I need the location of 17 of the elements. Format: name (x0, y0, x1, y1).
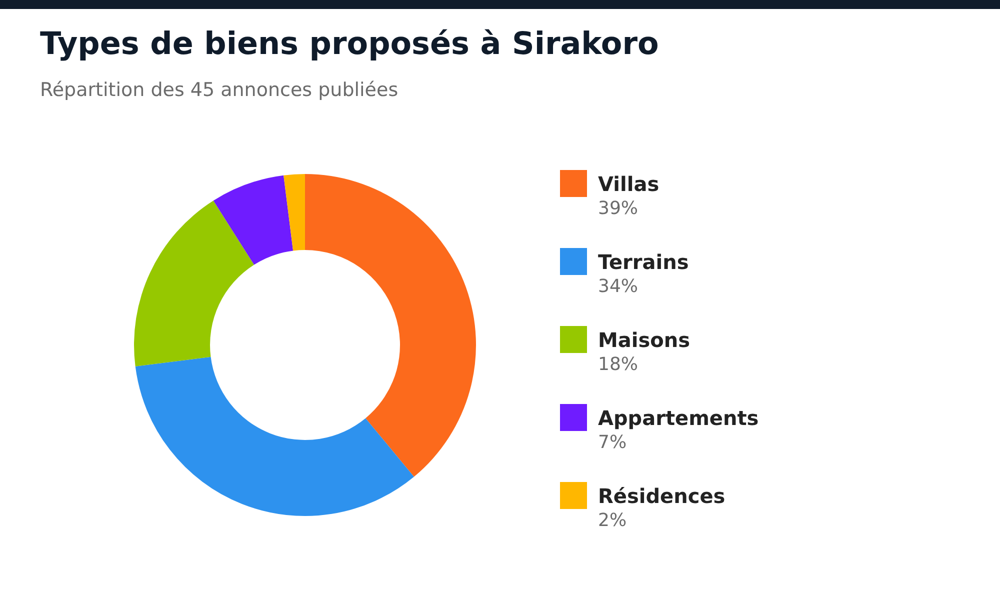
data-label: 34% (598, 276, 640, 298)
donut-slice (305, 174, 476, 477)
data-label: 7% (598, 432, 628, 454)
chart-title: Types de biens proposés à Sirakoro (40, 26, 659, 62)
legend-label: Villas (598, 171, 660, 198)
donut-slice (213, 175, 294, 265)
donut-slice (135, 356, 414, 516)
legend-label: Terrains (598, 249, 689, 276)
data-label: 18% (598, 354, 640, 376)
legend-label: Appartements (598, 405, 759, 432)
donut-slice (284, 174, 305, 251)
data-label: 39% (598, 198, 640, 220)
data-label: 2% (598, 510, 628, 532)
legend-label: Résidences (598, 483, 726, 510)
chart-subtitle: Répartition des 45 annonces publiées (40, 79, 398, 101)
legend-label: Maisons (598, 327, 690, 354)
donut-slice (134, 200, 254, 366)
